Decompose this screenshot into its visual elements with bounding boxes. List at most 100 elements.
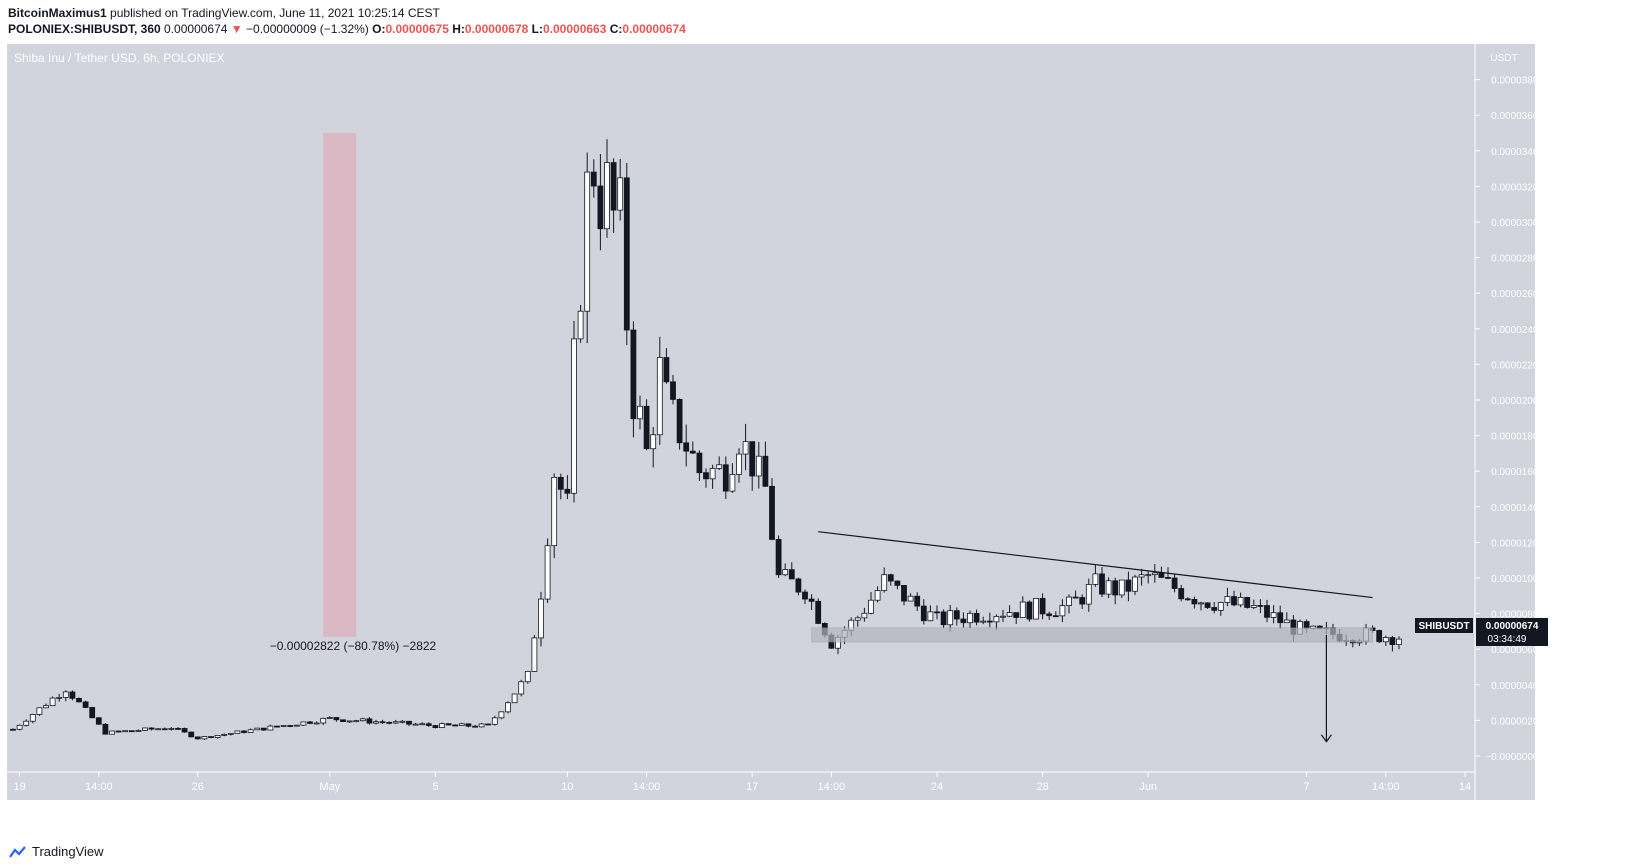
bull-candle [980,620,987,623]
bear-candle [749,441,756,477]
bear-candle [610,162,617,211]
bear-candle [366,718,373,724]
bear-candle [940,611,947,626]
y-tick-label: 0.00001600 [1491,467,1544,478]
bull-candle [1151,572,1158,576]
bull-candle [1059,605,1066,617]
bull-candle [254,727,261,731]
candlestick-series [10,139,1402,740]
bear-candle [762,455,769,487]
bull-candle [854,617,861,621]
footer: TradingView [8,844,104,859]
bull-candle [142,727,148,731]
footer-brand[interactable]: TradingView [32,844,104,859]
bear-candle [1158,572,1165,578]
bear-candle [630,329,637,420]
bear-candle [148,727,155,730]
bull-candle [16,724,23,730]
bear-candle [1277,612,1284,624]
bull-candle [881,574,888,591]
bear-candle [676,399,683,444]
y-tick-label: 0.00000600 [1491,645,1544,656]
bull-candle [214,735,221,738]
y-tick-label: 0.00002000 [1491,396,1544,407]
bull-candle [524,670,531,683]
y-tick-label: 0.00000200 [1491,716,1544,727]
price-tag-symbol: SHIBUSDT [1418,621,1469,632]
low-label: L: [531,22,543,36]
y-tick-label: 0.00003200 [1491,182,1544,193]
bull-candle [1118,579,1125,596]
bull-candle [531,637,538,672]
y-tick-label: 0.00002200 [1491,360,1544,371]
bull-candle [412,723,419,726]
bear-candle [643,405,650,450]
bear-candle [1112,580,1119,596]
bull-candle [729,474,736,492]
bear-candle [920,605,927,622]
bear-candle [795,578,802,593]
bull-candle [1217,602,1224,611]
bull-candle [498,711,505,719]
price-axis: 0.00003800 0.00003600 0.00003400 0.00003200… [1475,76,1544,763]
bear-candle [181,728,188,733]
bull-candle [491,717,498,725]
bull-candle [346,720,353,723]
bear-candle [683,442,690,452]
bear-candle [287,725,294,727]
x-tick-label: 14:00 [1372,781,1400,793]
bull-candle [577,310,584,340]
bear-candle [485,723,492,726]
bull-candle [637,405,643,420]
y-tick-label: 0.00000800 [1491,610,1544,621]
bull-candle [1382,637,1389,643]
author-name[interactable]: BitcoinMaximus1 [8,6,107,20]
bear-candle [102,723,109,735]
bull-candle [947,610,954,626]
bear-candle [597,185,604,230]
y-tick-label: 0.00001400 [1491,503,1544,514]
bear-candle [95,717,102,725]
price-tag-value: 0.00000674 [1486,621,1539,632]
chart-area[interactable] [7,44,1535,800]
y-tick-label: 0.00001000 [1491,574,1544,585]
price-tag-countdown: 03:34:49 [1488,634,1527,645]
bear-candle [1376,630,1383,643]
bull-candle [518,681,525,695]
bull-candle [320,717,327,724]
bear-candle [386,721,393,724]
bull-candle [1224,596,1231,603]
bull-candle [43,705,49,709]
bear-candle [432,725,439,729]
bull-candle [155,728,162,731]
bull-candle [868,599,874,614]
bear-candle [379,721,386,724]
bull-candle [1000,615,1006,618]
bull-candle [36,707,43,715]
bull-candle [584,171,591,312]
bull-candle [234,730,241,734]
bull-candle [300,721,307,726]
bull-candle [1250,605,1257,608]
bull-candle [135,730,142,732]
bull-candle [716,464,723,469]
y-tick-label: 0.00001800 [1491,432,1544,443]
bear-candle [82,701,89,708]
bear-candle [788,569,795,580]
open-label: O: [372,22,386,36]
bear-candle [1026,601,1033,620]
high-value: 0.00000678 [464,22,529,36]
bear-candle [115,730,122,733]
bull-candle [993,616,1000,623]
bear-candle [663,357,670,383]
bull-candle [122,730,129,733]
bull-candle [109,730,115,735]
x-tick-label: 14:00 [633,781,661,793]
bear-candle [960,618,967,624]
time-axis: 19 14:00 26 May 5 10 14:00 17 14:00 24 28 Jun 7 14:00… [13,772,1471,793]
bear-candle [769,485,775,540]
symbol-name: POLONIEX:SHIBUSDT, 360 [8,22,161,36]
bear-candle [274,725,280,728]
bull-candle [56,696,63,699]
